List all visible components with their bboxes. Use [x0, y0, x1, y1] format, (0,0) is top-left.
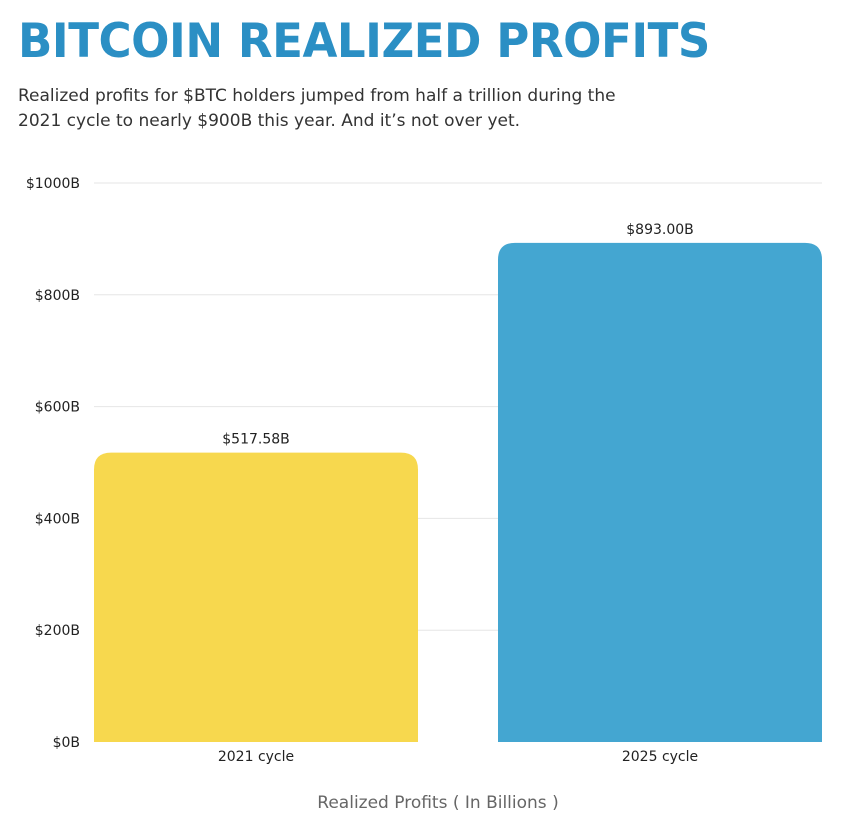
y-tick-label: $400B	[35, 511, 80, 527]
data-label: $517.58B	[222, 432, 290, 448]
bars	[94, 242, 822, 743]
x-category-label: 2021 cycle	[218, 749, 294, 765]
x-axis-title: Realized Profits ( In Billions )	[317, 793, 558, 813]
y-axis-ticks: $0B $200B $400B $600B $800B $1000B	[26, 176, 80, 751]
y-tick-label: $0B	[53, 735, 80, 751]
bar-2021-cycle	[94, 452, 418, 742]
y-tick-label: $1000B	[26, 176, 80, 192]
data-label: $893.00B	[626, 222, 694, 238]
x-category-label: 2025 cycle	[622, 749, 698, 765]
chart-subtitle: Realized profits for $BTC holders jumped…	[18, 86, 616, 131]
x-axis-categories: 2021 cycle 2025 cycle	[218, 749, 698, 765]
y-tick-label: $200B	[35, 623, 80, 639]
chart-title: BITCOIN REALIZED PROFITS	[18, 14, 710, 69]
y-tick-label: $800B	[35, 288, 80, 304]
y-tick-label: $600B	[35, 400, 80, 416]
data-labels: $517.58B $893.00B	[222, 222, 694, 448]
bar-2025-cycle	[498, 242, 822, 743]
